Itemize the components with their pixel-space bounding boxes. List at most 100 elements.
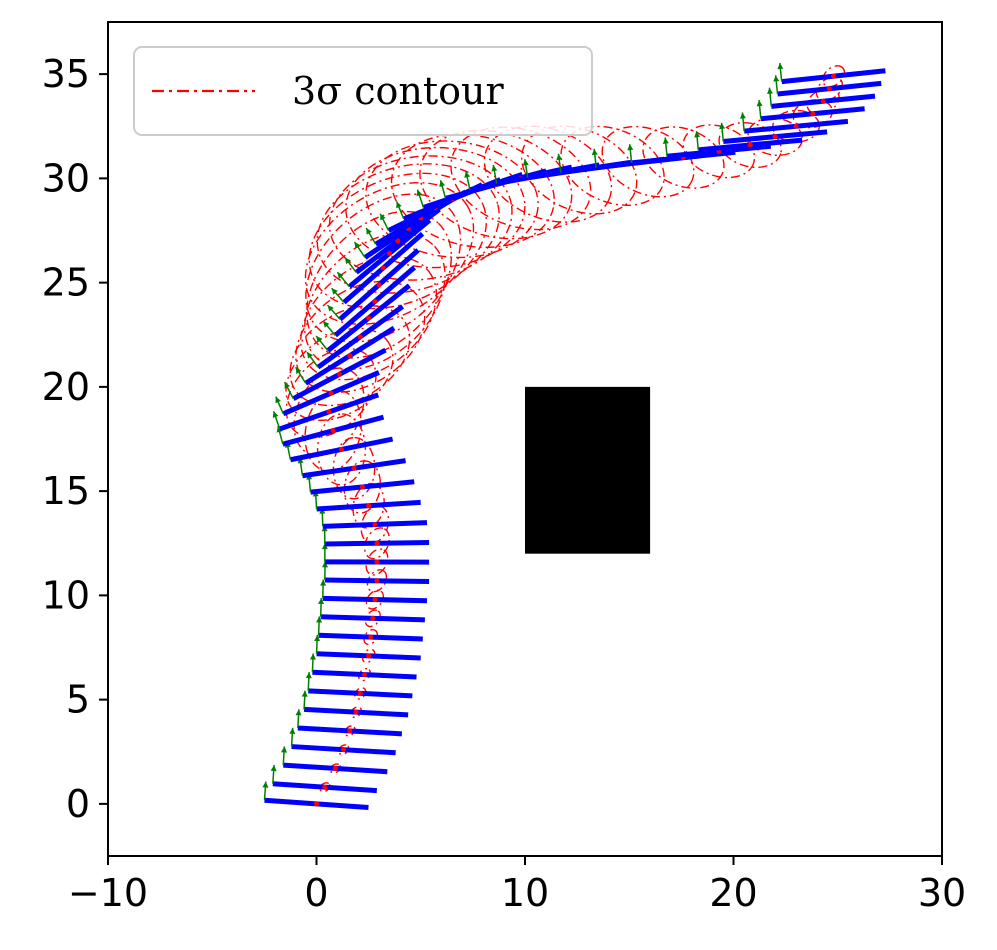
contour-ellipse bbox=[520, 125, 638, 215]
heading-arrowhead bbox=[297, 457, 304, 464]
y-axis: 0 5 10 15 20 25 30 35 bbox=[42, 52, 108, 826]
contour-ellipse bbox=[718, 121, 782, 169]
x-tick-label: 10 bbox=[501, 871, 549, 915]
contour-ellipse bbox=[295, 280, 426, 393]
y-tick-label: 15 bbox=[42, 469, 90, 513]
contour-ellipse bbox=[304, 181, 475, 325]
heading-arrowhead bbox=[522, 159, 529, 166]
pose-center bbox=[368, 634, 374, 640]
contour-ellipse bbox=[350, 706, 363, 719]
heading-arrowhead bbox=[439, 180, 446, 187]
x-tick-label: 20 bbox=[709, 871, 757, 915]
pose-center bbox=[361, 672, 367, 678]
contour-ellipse bbox=[337, 744, 350, 756]
heading-arrowhead bbox=[756, 100, 763, 107]
x-axis: −10 0 10 20 30 bbox=[68, 856, 966, 915]
pose-center bbox=[372, 597, 378, 603]
contour-ellipse bbox=[361, 648, 376, 664]
contour-ellipse bbox=[363, 527, 390, 560]
pose-center bbox=[772, 134, 778, 140]
pose-center bbox=[351, 465, 357, 471]
heading-arrowhead bbox=[284, 382, 291, 389]
contour-ellipse bbox=[390, 133, 555, 249]
heading-arrowhead bbox=[719, 122, 726, 130]
heading-arrowhead bbox=[295, 367, 302, 374]
heading-arrowhead bbox=[314, 634, 321, 642]
heading-arrowhead bbox=[270, 765, 277, 772]
y-tick-label: 10 bbox=[42, 573, 90, 617]
robot-group bbox=[262, 62, 886, 811]
pose-center bbox=[366, 503, 372, 509]
pose-center bbox=[322, 784, 328, 790]
heading-arrowhead bbox=[344, 257, 351, 265]
heading-arrowhead bbox=[295, 709, 302, 716]
heading-arrowhead bbox=[327, 305, 334, 312]
pose-center bbox=[376, 282, 382, 288]
y-tick-label: 35 bbox=[42, 52, 90, 96]
x-tick-label: −10 bbox=[68, 871, 148, 915]
pose-center bbox=[380, 265, 386, 271]
heading-arrowhead bbox=[491, 165, 498, 172]
heading-arrowhead bbox=[380, 213, 386, 221]
pose-center bbox=[386, 250, 392, 256]
heading-arrowhead bbox=[307, 352, 313, 359]
legend-box bbox=[133, 46, 593, 136]
heading-arrowhead bbox=[354, 241, 361, 249]
heading-arrowhead bbox=[309, 653, 316, 660]
x-tick-label: 30 bbox=[918, 871, 966, 915]
heading-arrowhead bbox=[305, 672, 312, 679]
heading-arrowhead bbox=[337, 272, 344, 279]
heading-arrowhead bbox=[318, 597, 325, 605]
pose-center bbox=[370, 615, 376, 621]
pose-center bbox=[330, 428, 336, 434]
pose-center bbox=[336, 371, 342, 377]
pose-center bbox=[793, 123, 799, 129]
pose-center bbox=[347, 728, 353, 734]
contour-ellipse bbox=[822, 65, 846, 88]
pose-center bbox=[314, 801, 319, 807]
pose-center bbox=[374, 540, 380, 546]
contour-ellipse bbox=[601, 125, 695, 198]
y-tick-label: 25 bbox=[42, 261, 90, 305]
pose-center bbox=[820, 98, 826, 104]
heading-arrowhead bbox=[272, 411, 279, 418]
heading-arrowhead bbox=[262, 781, 269, 788]
heading-arrowhead bbox=[464, 171, 471, 178]
heading-arrowhead bbox=[366, 227, 372, 235]
pose-center bbox=[810, 111, 816, 117]
heading-arrowhead bbox=[416, 189, 423, 197]
contour-ellipse bbox=[316, 163, 500, 294]
contour-ellipse bbox=[300, 255, 438, 381]
pose-center bbox=[332, 765, 338, 771]
plot-area bbox=[262, 62, 886, 811]
heading-arrowhead bbox=[316, 335, 323, 343]
pose-center bbox=[359, 484, 365, 490]
heading-arrowhead bbox=[301, 690, 308, 697]
heading-arrowhead bbox=[320, 579, 327, 586]
heading-arrowhead bbox=[331, 288, 338, 295]
contour-ellipse bbox=[328, 155, 513, 281]
pose-center bbox=[374, 559, 380, 565]
contour-ellipse bbox=[305, 193, 462, 343]
heading-arrowhead bbox=[275, 396, 281, 404]
pose-center bbox=[347, 353, 353, 359]
pose-center bbox=[374, 578, 380, 584]
legend: 3σ contour bbox=[133, 46, 593, 136]
contour-ellipse bbox=[345, 146, 526, 269]
pose-center bbox=[328, 390, 334, 396]
contour-ellipse bbox=[363, 629, 379, 646]
contour-ellipse bbox=[316, 413, 367, 486]
heading-arrowhead bbox=[556, 153, 563, 161]
contour-ellipse bbox=[365, 140, 539, 259]
pose-center bbox=[357, 690, 363, 696]
contour-ellipse bbox=[308, 172, 488, 310]
y-tick-label: 30 bbox=[42, 156, 90, 200]
contour-ellipse bbox=[560, 125, 665, 207]
y-tick-label: 0 bbox=[66, 782, 90, 826]
pose-center bbox=[366, 315, 372, 321]
pose-center bbox=[366, 653, 372, 659]
legend-label: 3σ contour bbox=[292, 69, 504, 113]
pose-center bbox=[372, 521, 378, 527]
pose-center bbox=[339, 446, 345, 452]
